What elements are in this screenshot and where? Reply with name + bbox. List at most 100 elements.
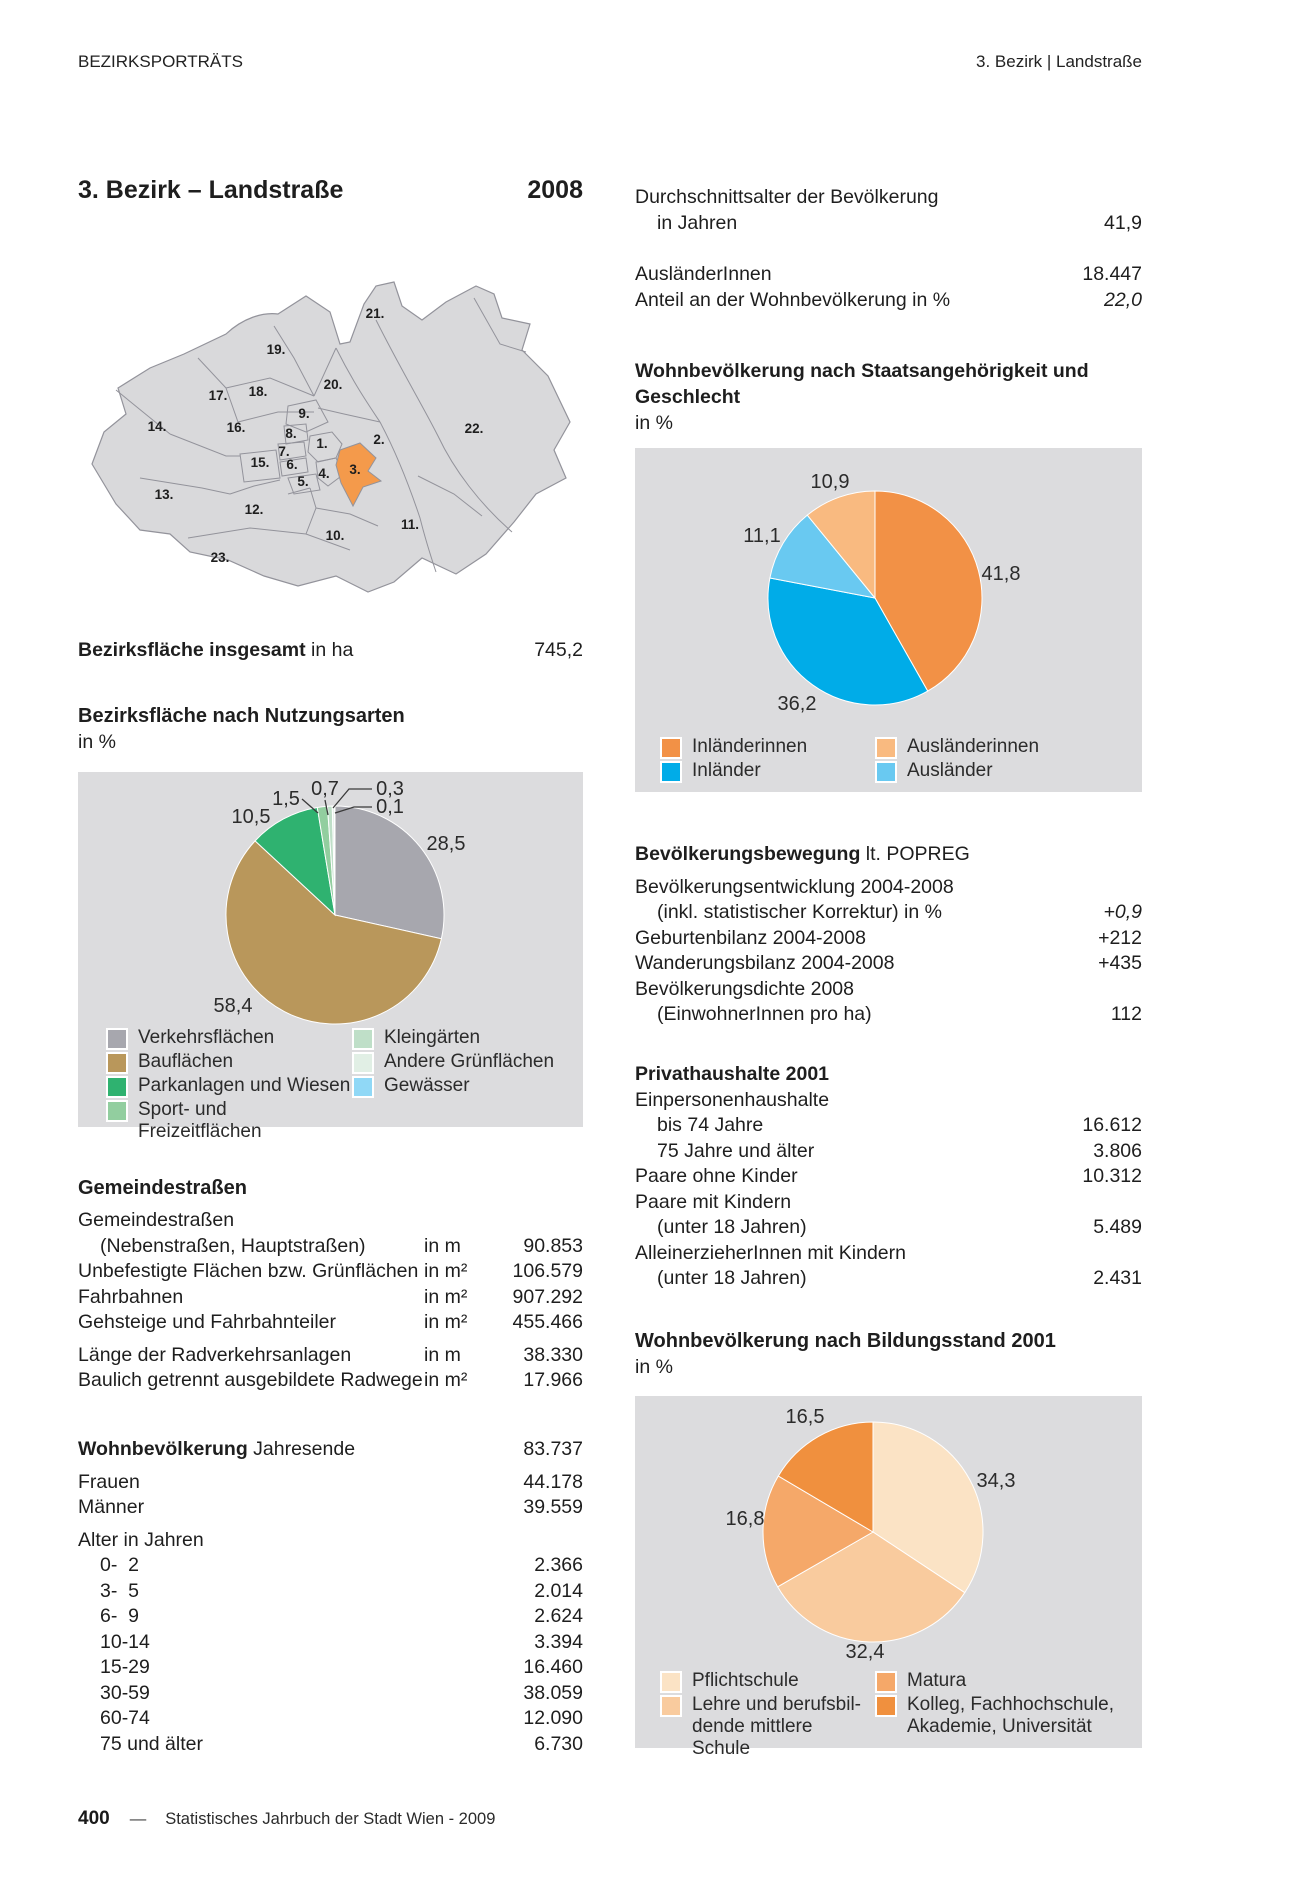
stat-label: Länge der Radverkehrsanlagen xyxy=(78,1343,352,1366)
stat-label: Paare mit Kindern xyxy=(635,1190,792,1213)
stat-label: Privathaushalte 2001 xyxy=(635,1063,830,1085)
stat-value: 2.431 xyxy=(1093,1267,1142,1289)
stat-row: AusländerInnen 18.447 xyxy=(635,262,1142,288)
nutzungsarten-chart-panel: 28,5 58,4 10,5 1,5 0,7 0,3 0,1 Verkehrsflächen… xyxy=(78,772,583,1142)
stat-row: 75 Jahre und älter 3.806 xyxy=(635,1139,1142,1165)
page-number: 400 xyxy=(78,1808,110,1829)
nutzungsarten-legend: Verkehrsflächen Bauflächen Parkanlagen und… xyxy=(106,1027,554,1144)
callout-line xyxy=(301,798,319,814)
stat-row: Baulich getrennt ausgebildete Radwege in … xyxy=(78,1368,583,1394)
district-label: 17. xyxy=(209,388,228,403)
stat-value: 41,9 xyxy=(1104,211,1142,234)
stat-label: (EinwohnerInnen pro ha) xyxy=(657,1003,872,1025)
legend-item: Ausländerinnen xyxy=(875,736,1039,759)
stat-label: Fahrbahnen xyxy=(78,1285,184,1308)
legend-label: Gewässer xyxy=(384,1075,470,1096)
legend-swatch xyxy=(106,1076,128,1098)
stat-value: 3.394 xyxy=(534,1630,583,1653)
pie-slice-Bauflächen xyxy=(225,840,442,1025)
pie-value-label: 16,8 xyxy=(726,1508,765,1530)
legend-label: Andere Grünflächen xyxy=(384,1051,555,1072)
legend-item: Andere Grünflächen xyxy=(352,1051,554,1074)
pie-slice-Matura xyxy=(762,1475,874,1588)
district-label: 10. xyxy=(326,528,345,543)
stat-value: 39.559 xyxy=(523,1496,583,1518)
stat-row: bis 74 Jahre 16.612 xyxy=(635,1113,1142,1139)
stat-row: AlleinerzieherInnen mit Kindern xyxy=(635,1241,1142,1267)
footer-dash: — xyxy=(129,1810,147,1828)
stat-label: AusländerInnen xyxy=(635,263,772,285)
stat-label: Gemeindestraßen xyxy=(78,1209,235,1231)
legend-item: Kolleg, Fachhochschule, Akademie, Univers… xyxy=(875,1694,1114,1738)
stat-unit: in m xyxy=(424,1234,461,1257)
legend-swatch xyxy=(352,1076,374,1098)
legend-swatch xyxy=(106,1100,128,1122)
stat-row: Durchschnittsalter der Bevölkerung xyxy=(635,185,1142,211)
legend-label: Inländer xyxy=(692,760,761,781)
bildung-title-text: Wohnbevölkerung nach Bildungsstand 2001 xyxy=(635,1330,1056,1352)
city-outline xyxy=(91,281,571,593)
pie-value-label: 10,5 xyxy=(232,806,271,828)
stat-row: (unter 18 Jahren) 5.489 xyxy=(635,1215,1142,1241)
pie-value-label: 10,9 xyxy=(811,471,850,493)
stat-label: 10-14 xyxy=(100,1630,150,1653)
pie-slice-Verkehrsflächen xyxy=(334,805,445,940)
legend-column: Pflichtschule Lehre und berufsbil-dende m… xyxy=(660,1670,875,1761)
stat-row: 30-59 38.059 xyxy=(78,1681,583,1707)
legend-label: Kleingärten xyxy=(384,1027,481,1048)
district-label: 13. xyxy=(155,487,174,502)
district-label: 23. xyxy=(211,550,230,565)
legend-label: Parkanlagen und Wiesen xyxy=(138,1075,351,1096)
gemeindestrassen-table: Gemeindestraßen (Nebenstraßen, Hauptstraß… xyxy=(78,1208,583,1394)
pie-slice-Ausländer xyxy=(769,514,877,599)
stat-value: 2.624 xyxy=(534,1605,583,1627)
legend-column: Kleingärten Andere Grünflächen Gewässer xyxy=(352,1027,554,1144)
district-label: 9. xyxy=(298,406,309,421)
stat-row: Männer 39.559 xyxy=(78,1495,583,1521)
stat-label: Bezirksfläche insgesamt in ha xyxy=(78,639,354,661)
stat-label: 75 Jahre und älter xyxy=(657,1139,815,1162)
stat-value: 6.730 xyxy=(534,1732,583,1755)
gemeindestrassen-title: Gemeindestraßen xyxy=(78,1177,247,1199)
legend-swatch xyxy=(352,1028,374,1050)
district-label: 2. xyxy=(373,432,384,447)
header-left: BEZIRKSPORTRÄTS xyxy=(78,52,243,71)
stat-row: Gemeindestraßen xyxy=(78,1208,583,1234)
stat-label: 75 und älter xyxy=(100,1732,203,1755)
stat-value: +435 xyxy=(1098,952,1142,974)
stat-unit: in m xyxy=(424,1343,461,1366)
legend-item: Gewässer xyxy=(352,1075,554,1098)
stat-value: 16.460 xyxy=(523,1656,583,1678)
stat-row: Wanderungsbilanz 2004-2008 +435 xyxy=(635,951,1142,977)
legend-item: Parkanlagen und Wiesen xyxy=(106,1075,352,1098)
legend-swatch xyxy=(875,761,897,783)
legend-swatch xyxy=(875,737,897,759)
legend-swatch xyxy=(875,1671,897,1693)
pie-value-label: 36,2 xyxy=(778,693,817,715)
legend-item: Inländer xyxy=(660,760,875,783)
legend-swatch xyxy=(875,1695,897,1717)
nutzungsarten-unit: in % xyxy=(78,731,116,753)
stat-label: Unbefestigte Flächen bzw. Grünflächen xyxy=(78,1260,419,1282)
pie-value-label: 16,5 xyxy=(786,1406,825,1428)
staats-chart-panel: 41,8 36,2 11,1 10,9 Inländerinnen Inländer Au… xyxy=(635,448,1142,792)
page-footer: 400 — Statistisches Jahrbuch der Stadt W… xyxy=(78,1808,495,1830)
stat-value: 2.366 xyxy=(534,1554,583,1576)
stat-row: 6- 9 2.624 xyxy=(78,1604,583,1630)
district-label: 5. xyxy=(297,474,308,489)
district-label: 15. xyxy=(251,455,270,470)
stat-value: 18.447 xyxy=(1082,263,1142,285)
legend-swatch xyxy=(352,1052,374,1074)
legend-swatch xyxy=(106,1052,128,1074)
stat-row: 3- 5 2.014 xyxy=(78,1579,583,1605)
pie-value-label: 1,5 xyxy=(272,788,300,810)
year-label: 2008 xyxy=(527,176,583,204)
district-label: 22. xyxy=(465,421,484,436)
bezirksflaeche-total: Bezirksfläche insgesamt in ha 745,2 xyxy=(78,638,583,664)
stat-row: Paare ohne Kinder 10.312 xyxy=(635,1164,1142,1190)
legend-label: Matura xyxy=(907,1670,967,1691)
stat-value: 38.330 xyxy=(523,1343,583,1366)
stat-row: Wohnbevölkerung Jahresende 83.737 xyxy=(78,1437,583,1463)
pie-value-label: 32,4 xyxy=(846,1641,885,1663)
stat-row: Unbefestigte Flächen bzw. Grünflächen in … xyxy=(78,1259,583,1285)
